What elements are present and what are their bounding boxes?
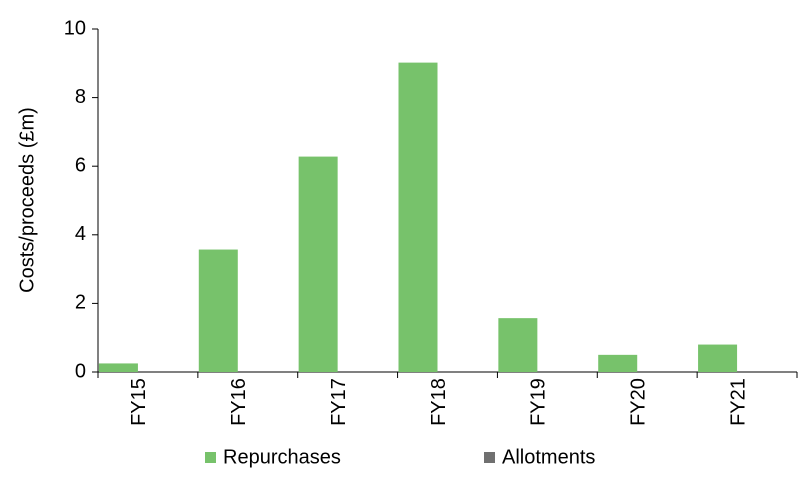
- legend-label: Allotments: [502, 446, 595, 468]
- y-axis-title: Costs/proceeds (£m): [16, 107, 38, 293]
- bar: [298, 156, 338, 372]
- x-tick-label: FY18: [428, 378, 450, 426]
- bar: [498, 318, 538, 372]
- legend-swatch: [205, 452, 216, 463]
- y-tick-label: 10: [64, 17, 86, 39]
- bar: [98, 363, 138, 372]
- bar: [698, 344, 738, 372]
- y-tick-label: 6: [75, 154, 86, 176]
- y-tick-label: 8: [75, 86, 86, 108]
- x-tick-label: FY15: [128, 378, 150, 426]
- y-tick-label: 0: [75, 360, 86, 382]
- x-tick-label: FY16: [228, 378, 250, 426]
- x-tick-label: FY17: [328, 378, 350, 426]
- bar: [598, 354, 638, 372]
- bar: [398, 62, 438, 372]
- y-tick-label: 4: [75, 223, 86, 245]
- x-tick-label: FY20: [627, 378, 649, 426]
- x-tick-label: FY19: [528, 378, 550, 426]
- bar: [198, 249, 238, 372]
- legend-swatch: [484, 452, 495, 463]
- x-tick-label: FY21: [727, 378, 749, 426]
- legend-label: Repurchases: [223, 446, 341, 468]
- y-tick-label: 2: [75, 292, 86, 314]
